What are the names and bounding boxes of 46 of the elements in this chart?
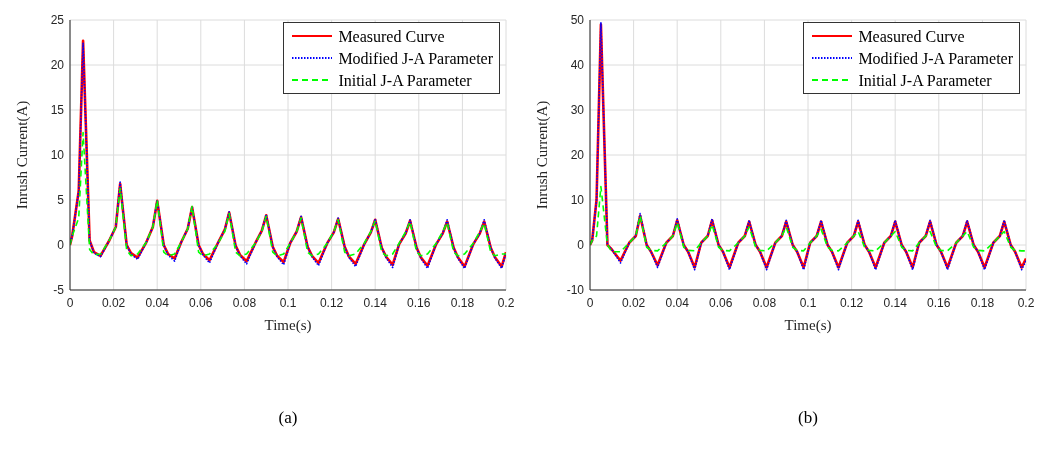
y-tick-label: 5 bbox=[57, 193, 65, 208]
x-tick-label: 0.16 bbox=[407, 295, 431, 310]
x-tick-label: 0.14 bbox=[363, 295, 388, 310]
y-tick-label: 0 bbox=[57, 238, 65, 253]
y-tick-label: 0 bbox=[577, 238, 585, 253]
x-axis-title: Time(s) bbox=[784, 317, 832, 334]
x-tick-label: 0.06 bbox=[709, 295, 733, 310]
y-tick-label: 15 bbox=[50, 103, 65, 118]
x-tick-label: 0.06 bbox=[189, 295, 213, 310]
x-tick-label: 0.1 bbox=[799, 295, 817, 310]
text: (a) bbox=[277, 408, 299, 428]
x-tick-label: 0.02 bbox=[621, 295, 646, 310]
x-tick-label: 0.02 bbox=[101, 295, 126, 310]
x-tick-label: 0.16 bbox=[927, 295, 951, 310]
x-tick-label: 0.08 bbox=[752, 295, 777, 310]
x-tick-label: 0.04 bbox=[145, 295, 170, 310]
y-tick-label: -10 bbox=[566, 283, 585, 298]
x-tick-label: 0.2 bbox=[1017, 295, 1035, 310]
y-tick-label: 50 bbox=[570, 13, 585, 28]
x-tick-label: 0.12 bbox=[839, 295, 864, 310]
x-axis-title: Time(s) bbox=[264, 317, 312, 334]
x-tick-label: 0.12 bbox=[319, 295, 344, 310]
legend-label: Initial J-A Parameter bbox=[858, 71, 992, 89]
y-tick-label: 10 bbox=[570, 193, 585, 208]
x-tick-label: 0.14 bbox=[883, 295, 908, 310]
legend-label: Modified J-A Parameter bbox=[858, 49, 1013, 67]
legend-label: Measured Curve bbox=[338, 27, 445, 45]
y-axis-title: Inrush Current(A) bbox=[14, 100, 32, 210]
x-tick-label: 0.18 bbox=[450, 295, 475, 310]
y-tick-label: 20 bbox=[50, 58, 65, 73]
x-tick-label: 0.08 bbox=[232, 295, 257, 310]
y-tick-label: 40 bbox=[570, 58, 585, 73]
legend-label: Measured Curve bbox=[858, 27, 965, 45]
x-tick-label: 0.18 bbox=[970, 295, 995, 310]
x-tick-label: 0.2 bbox=[497, 295, 515, 310]
text: (b) bbox=[797, 408, 819, 428]
y-tick-label: -5 bbox=[53, 283, 65, 298]
y-axis-title: Inrush Current(A) bbox=[534, 100, 552, 210]
y-tick-label: 25 bbox=[50, 13, 65, 28]
x-tick-label: 0.1 bbox=[279, 295, 297, 310]
x-tick-label: 0.04 bbox=[665, 295, 690, 310]
y-tick-label: 10 bbox=[50, 148, 65, 163]
y-tick-label: 20 bbox=[570, 148, 585, 163]
legend-label: Modified J-A Parameter bbox=[338, 49, 493, 67]
legend-label: Initial J-A Parameter bbox=[338, 71, 472, 89]
y-tick-label: 30 bbox=[570, 103, 585, 118]
